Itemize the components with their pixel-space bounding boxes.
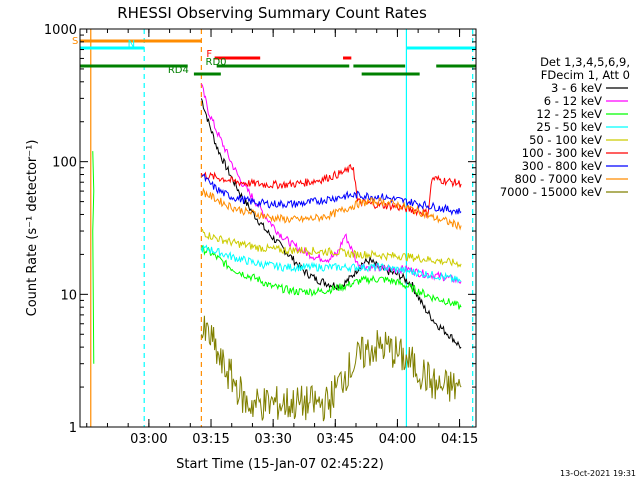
y-tick-label: 10 [60, 288, 77, 303]
flag-label: N [128, 39, 135, 50]
flag-label: F [206, 49, 212, 60]
legend-label: 300 - 800 keV [522, 159, 602, 173]
x-axis-label: Start Time (15-Jan-07 02:45:22) [176, 457, 384, 472]
chart-title: RHESSI Observing Summary Count Rates [117, 4, 427, 22]
flag-label: RD4 [168, 65, 189, 76]
x-tick-label: 03:30 [254, 432, 291, 447]
legend-label: 800 - 7000 keV [514, 172, 602, 186]
y-tick-label: 100 [52, 156, 77, 171]
legend-header: Det 1,3,4,5,6,9, [540, 55, 630, 69]
plot-area [80, 29, 476, 427]
legend-label: 6 - 12 keV [544, 94, 602, 108]
axes: 1 10 100 1000 03:00 03:15 03:30 03:45 04:00 04:15 [44, 23, 478, 447]
x-tick-label: 04:15 [441, 432, 478, 447]
series-line-6 [201, 173, 462, 216]
legend-label: 50 - 100 keV [529, 133, 602, 147]
y-tick-label: 1000 [44, 23, 77, 38]
flag-label: RD0 [206, 57, 227, 68]
series-lines [92, 83, 462, 422]
series-line-3 [200, 244, 462, 284]
series-line-4 [201, 228, 462, 268]
y-tick-label: 1 [69, 421, 77, 436]
y-axis-label: Count Rate (s⁻¹ detector⁻¹) [25, 140, 40, 317]
x-tick-label: 04:00 [379, 432, 416, 447]
legend-header: FDecim 1, Att 0 [541, 68, 630, 82]
left-spike [92, 151, 95, 364]
flag-label: S [72, 36, 78, 47]
x-tick-label: 03:15 [192, 432, 229, 447]
footer-timestamp: 13-Oct-2021 19:31 [560, 469, 636, 478]
x-tick-label: 03:00 [130, 432, 167, 447]
legend: Det 1,3,4,5,6,9,FDecim 1, Att 03 - 6 keV… [500, 55, 630, 199]
series-line-5 [200, 163, 462, 219]
vertical-markers [90, 29, 474, 427]
series-line-7 [200, 187, 462, 231]
legend-label: 3 - 6 keV [551, 81, 602, 95]
series-line-2 [200, 245, 462, 310]
series-line-8 [200, 315, 462, 422]
legend-label: 7000 - 15000 keV [500, 185, 602, 199]
legend-label: 25 - 50 keV [536, 120, 602, 134]
legend-label: 12 - 25 keV [536, 107, 602, 121]
x-tick-label: 03:45 [317, 432, 354, 447]
legend-label: 100 - 300 keV [522, 146, 602, 160]
plot-frame [79, 28, 477, 428]
